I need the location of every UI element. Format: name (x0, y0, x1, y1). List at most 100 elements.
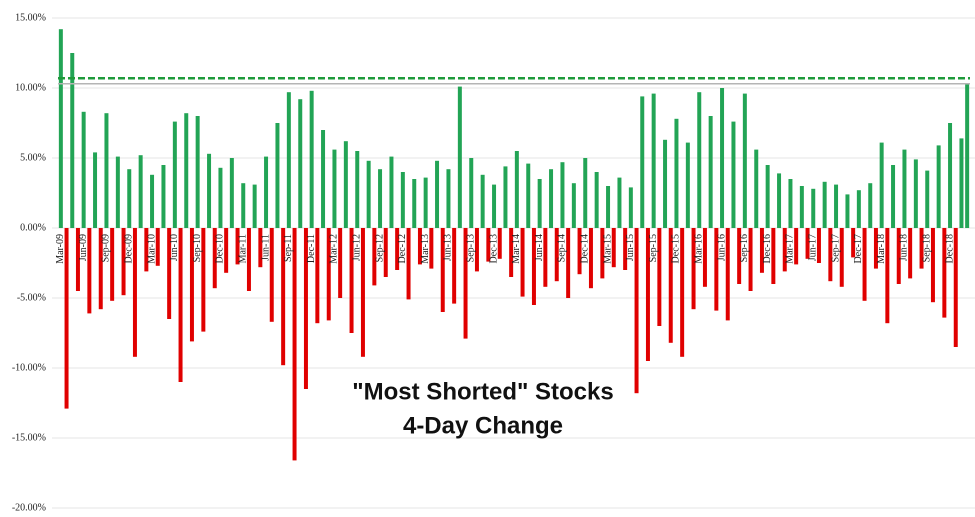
bar (144, 228, 149, 272)
bar (913, 159, 918, 228)
bar (241, 183, 246, 228)
bar (668, 228, 673, 343)
bar (172, 121, 177, 228)
bar (896, 228, 901, 284)
bar (720, 88, 725, 228)
x-tick-label: Sep-11 (283, 234, 294, 262)
bar (634, 228, 639, 394)
x-tick-label: Dec-10 (215, 234, 226, 263)
bar (828, 228, 833, 282)
bar (423, 177, 428, 228)
y-tick-label: -15.00% (12, 432, 46, 443)
bar (891, 165, 896, 228)
bar (201, 228, 206, 332)
bar (702, 228, 707, 287)
bar (748, 228, 753, 291)
bar (281, 228, 286, 366)
bar (543, 228, 548, 287)
bar (566, 228, 571, 298)
bar (816, 228, 821, 263)
bar (725, 228, 730, 321)
bar (953, 228, 958, 347)
bar (685, 142, 690, 228)
bar (873, 228, 878, 269)
y-tick-label: -5.00% (17, 292, 46, 303)
bar (908, 228, 913, 279)
bar (446, 169, 451, 228)
bar (663, 139, 668, 228)
bar (338, 228, 343, 298)
bar (93, 152, 98, 228)
bar (531, 228, 536, 305)
x-tick-label: Sep-12 (374, 234, 385, 262)
bar (246, 228, 251, 291)
bar (406, 228, 411, 300)
bar (885, 228, 890, 324)
bar (942, 228, 947, 318)
x-tick-label: Sep-17 (830, 234, 841, 262)
bar (360, 228, 365, 357)
bar (58, 29, 63, 229)
bar (224, 228, 229, 273)
bar (309, 90, 314, 228)
bar (286, 92, 291, 228)
bar (395, 228, 400, 270)
x-tick-label: Dec-16 (762, 234, 773, 263)
bar (218, 167, 223, 228)
bar (617, 177, 622, 228)
x-tick-label: Dec-15 (671, 234, 682, 263)
bar (269, 228, 274, 322)
bar (925, 170, 930, 228)
x-tick-label: Sep-13 (466, 234, 477, 262)
bar (919, 228, 924, 269)
bar (811, 188, 816, 228)
bar (303, 228, 308, 389)
bar (440, 228, 445, 312)
bar (492, 184, 497, 228)
y-tick-label: 10.00% (15, 82, 46, 93)
bar (258, 228, 263, 268)
bar (799, 186, 804, 228)
bar (70, 53, 75, 228)
bar (600, 228, 605, 279)
bar (252, 184, 257, 228)
bar (623, 228, 628, 270)
bar (275, 123, 280, 228)
bar (452, 228, 457, 304)
bar (127, 169, 132, 228)
bar (965, 83, 970, 228)
x-tick-label: Mar-09 (55, 234, 66, 264)
bar (777, 173, 782, 228)
bar (731, 121, 736, 228)
bar (349, 228, 354, 333)
x-tick-label: Sep-14 (557, 234, 568, 262)
bar (400, 172, 405, 228)
bar (583, 158, 588, 228)
bar (822, 181, 827, 228)
bar (805, 228, 810, 259)
bar (594, 172, 599, 228)
bar (628, 187, 633, 228)
bar (366, 160, 371, 228)
bar (651, 93, 656, 228)
bar (132, 228, 137, 357)
x-tick-label: Dec-18 (944, 234, 955, 263)
bar (229, 158, 234, 228)
bar (936, 145, 941, 228)
x-tick-label: Jun-17 (808, 234, 819, 261)
bar (862, 228, 867, 301)
bar (657, 228, 662, 326)
y-tick-label: -10.00% (12, 362, 46, 373)
bar (645, 228, 650, 361)
x-tick-label: Mar-13 (420, 234, 431, 264)
x-tick-label: Mar-17 (785, 234, 796, 264)
bar (520, 228, 525, 297)
bar (571, 183, 576, 228)
x-tick-label: Sep-09 (101, 234, 112, 262)
bar (235, 228, 240, 265)
bar (378, 169, 383, 228)
bar (189, 228, 194, 342)
x-tick-label: Sep-16 (739, 234, 750, 262)
bar (497, 228, 502, 259)
